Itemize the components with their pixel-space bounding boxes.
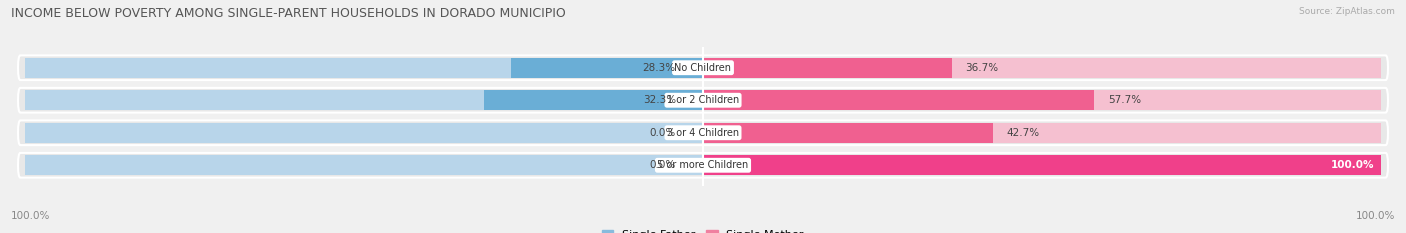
Bar <box>484 90 703 110</box>
FancyBboxPatch shape <box>18 55 1388 80</box>
Bar <box>703 155 1381 175</box>
Text: 32.3%: 32.3% <box>643 95 676 105</box>
Bar <box>703 123 1381 143</box>
Bar <box>25 123 703 143</box>
Text: 100.0%: 100.0% <box>1355 211 1395 221</box>
FancyBboxPatch shape <box>18 153 1388 178</box>
Text: No Children: No Children <box>675 63 731 73</box>
FancyBboxPatch shape <box>18 120 1388 145</box>
Bar <box>25 90 703 110</box>
Bar <box>703 90 1381 110</box>
Text: 0.0%: 0.0% <box>650 128 676 138</box>
Bar <box>25 58 703 78</box>
Text: 42.7%: 42.7% <box>1007 128 1039 138</box>
Text: 28.3%: 28.3% <box>643 63 676 73</box>
Text: 1 or 2 Children: 1 or 2 Children <box>666 95 740 105</box>
Text: Source: ZipAtlas.com: Source: ZipAtlas.com <box>1299 7 1395 16</box>
Text: 36.7%: 36.7% <box>966 63 998 73</box>
Bar <box>510 58 703 78</box>
Bar <box>703 58 1381 78</box>
Text: 3 or 4 Children: 3 or 4 Children <box>666 128 740 138</box>
Legend: Single Father, Single Mother: Single Father, Single Mother <box>602 230 804 233</box>
Bar <box>703 155 1381 175</box>
Bar <box>703 90 1094 110</box>
Text: 100.0%: 100.0% <box>11 211 51 221</box>
Text: 57.7%: 57.7% <box>1108 95 1142 105</box>
Text: 0.0%: 0.0% <box>650 160 676 170</box>
Text: 100.0%: 100.0% <box>1331 160 1375 170</box>
Bar <box>693 123 703 143</box>
Text: INCOME BELOW POVERTY AMONG SINGLE-PARENT HOUSEHOLDS IN DORADO MUNICIPIO: INCOME BELOW POVERTY AMONG SINGLE-PARENT… <box>11 7 567 20</box>
Bar <box>703 123 993 143</box>
FancyBboxPatch shape <box>18 88 1388 113</box>
Bar <box>693 155 703 175</box>
Bar <box>25 155 703 175</box>
Text: 5 or more Children: 5 or more Children <box>658 160 748 170</box>
Bar <box>703 58 952 78</box>
